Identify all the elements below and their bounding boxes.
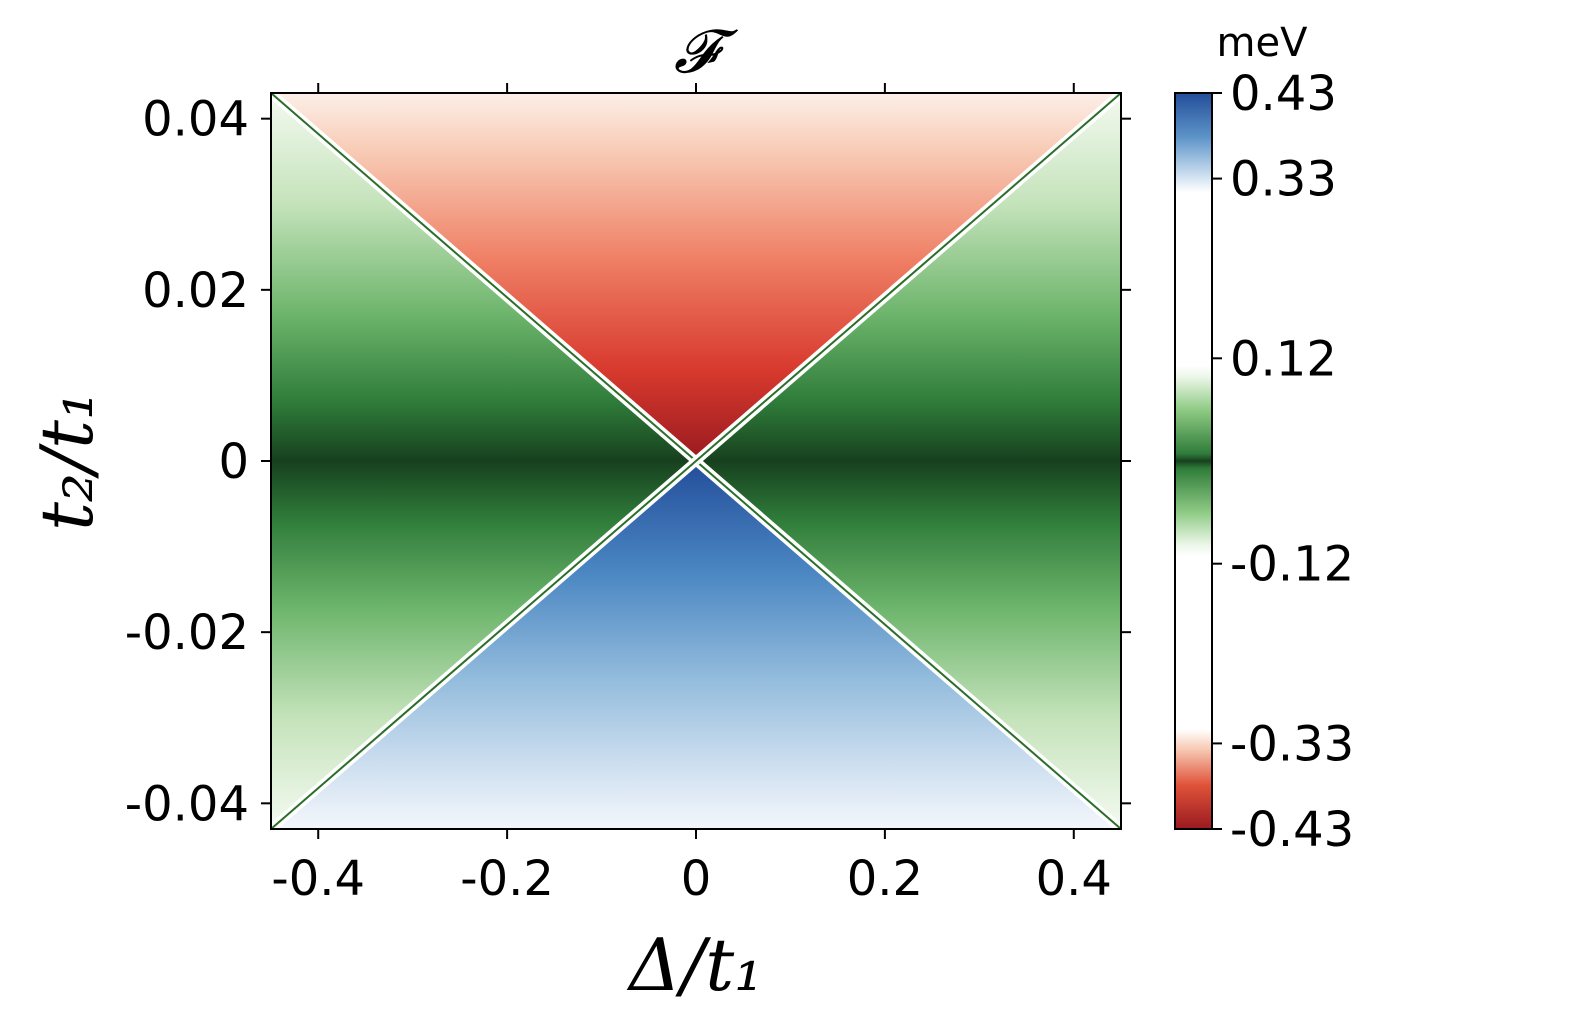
- y-tick-label: 0.02: [142, 263, 249, 319]
- x-tick-label: -0.2: [460, 851, 554, 907]
- colorbar-unit: meV: [1217, 20, 1309, 66]
- y-tick-label: -0.04: [125, 776, 249, 832]
- x-tick-label: 0.2: [847, 851, 923, 907]
- colorbar-tick-label: -0.43: [1230, 802, 1354, 858]
- phase-boundaries: [268, 89, 1124, 833]
- x-tick-label: 0: [681, 851, 712, 907]
- x-axis: -0.4 -0.2 0 0.2 0.4: [271, 83, 1112, 907]
- y-axis: -0.04 -0.02 0 0.02 0.04: [125, 92, 1131, 832]
- colorbar-tick-label: 0.43: [1230, 66, 1337, 122]
- colorbar-ticks: 0.43 0.33 0.12 -0.12 -0.33 -0.43: [1212, 66, 1354, 858]
- colorbar-tick-label: 0.33: [1230, 152, 1337, 208]
- boundary-line-1: [270, 92, 1122, 830]
- y-tick-label: 0.04: [142, 92, 249, 148]
- colorbar-tick-label: -0.12: [1230, 537, 1354, 593]
- x-tick-label: -0.4: [271, 851, 365, 907]
- y-tick-label: 0: [218, 434, 249, 490]
- chart-title: 𝓕: [674, 17, 739, 87]
- x-axis-label: Δ/t₁: [626, 923, 763, 1007]
- colorbar-tick-label: -0.33: [1230, 716, 1354, 772]
- y-axis-label: t₂/t₁: [25, 391, 109, 531]
- y-tick-label: -0.02: [125, 605, 249, 661]
- plot-regions: [270, 92, 1122, 830]
- colorbar-tick-label: 0.12: [1230, 331, 1337, 387]
- colorbar: [1174, 92, 1213, 830]
- x-tick-label: 0.4: [1036, 851, 1112, 907]
